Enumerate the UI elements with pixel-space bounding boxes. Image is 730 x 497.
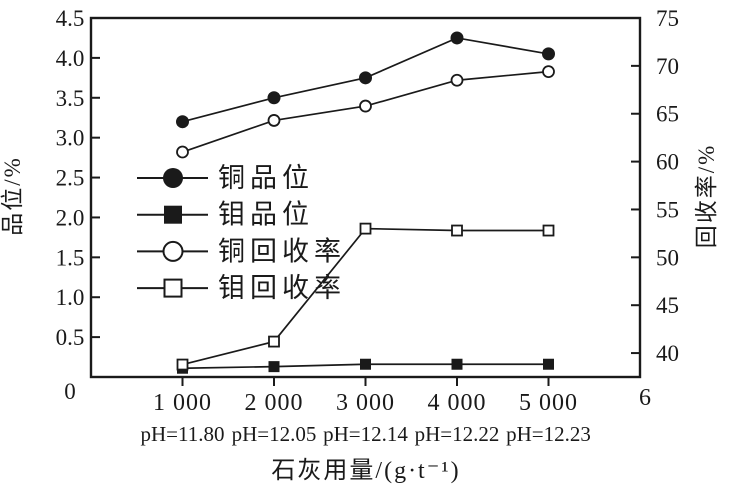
left-axis-tick-label: 3.0	[56, 126, 85, 151]
right-axis-title: 回收率/%	[694, 144, 719, 249]
legend-item-copper-recovery: 铜回收率	[137, 236, 346, 266]
legend-item-moly-grade: 钼品位	[137, 200, 314, 230]
left-axis-title: 品位/%	[0, 156, 25, 236]
left-axis-tick-label: 4.0	[56, 46, 85, 71]
x-axis-tick-label: 5 000	[519, 390, 578, 416]
right-axis-tick-label: 70	[656, 54, 679, 79]
series-moly-grade-marker	[543, 358, 554, 370]
legend-item-copper-grade: 铜品位	[137, 163, 314, 193]
left-axis-tick-label: 0	[64, 379, 76, 404]
x-axis-tick-label: 2 000	[245, 390, 304, 416]
right-axis-tick-label: 50	[656, 245, 679, 270]
series-moly-grade-marker	[360, 358, 371, 370]
series-moly-grade-marker	[268, 361, 280, 373]
series-copper-grade-marker	[176, 115, 189, 129]
left-axis-tick-label: 3.5	[56, 86, 85, 111]
legend-circle-filled-icon	[163, 168, 183, 188]
legend-item-moly-recovery: 钼回收率	[137, 273, 346, 303]
series-copper-recovery-marker	[267, 114, 281, 127]
left-axis-tick-label: 1.5	[56, 245, 85, 270]
left-axis-tick-label: 0.5	[56, 325, 85, 350]
right-axis-tick-label: 55	[656, 197, 679, 222]
x-axis-title: 石灰用量/(g·t⁻¹)	[271, 457, 460, 484]
right-axis-tick-label: 45	[656, 293, 679, 318]
series-copper-grade-marker	[542, 47, 555, 61]
ph-annotation: pH=11.80	[141, 422, 225, 446]
series-copper-grade-marker	[267, 91, 281, 105]
ph-annotation: pH=12.22	[415, 422, 500, 446]
x-axis-tick-label: 3 000	[336, 390, 395, 416]
ph-annotation: pH=12.23	[506, 422, 591, 446]
ph-annotation: pH=12.05	[232, 422, 317, 446]
series-copper-grade-marker	[450, 31, 464, 45]
series-copper-recovery-marker	[359, 99, 372, 113]
legend-square-open-icon	[163, 278, 183, 298]
series-moly-recovery-marker	[451, 224, 463, 237]
series-copper-recovery-marker	[450, 73, 464, 87]
series-copper-recovery-marker	[176, 145, 189, 159]
x-axis-end-label: 6	[639, 385, 651, 411]
x-axis-tick-label: 4 000	[428, 390, 487, 416]
legend-square-filled-icon	[164, 205, 182, 224]
left-axis-tick-label: 1.0	[56, 285, 85, 310]
series-copper-recovery-marker	[542, 65, 555, 79]
left-axis-tick-label: 4.5	[56, 6, 85, 31]
legend-label: 铜回收率	[218, 236, 346, 266]
right-axis-tick-label: 75	[656, 6, 679, 31]
right-axis-tick-label: 40	[656, 341, 679, 366]
series-moly-recovery-marker	[359, 222, 372, 235]
right-axis-tick-label: 60	[656, 150, 679, 175]
right-axis-tick-label: 65	[656, 102, 679, 127]
series-moly-recovery-marker	[176, 358, 189, 371]
series-moly-recovery-marker	[268, 335, 280, 348]
series-moly-grade-marker	[451, 358, 463, 370]
series-copper-grade-marker	[359, 71, 372, 85]
legend-label: 钼回收率	[218, 273, 346, 303]
legend-label: 铜品位	[218, 163, 314, 193]
legend-label: 钼品位	[218, 200, 314, 230]
left-axis-tick-label: 2.5	[56, 166, 85, 191]
ph-annotation: pH=12.14	[323, 422, 408, 446]
legend-circle-open-icon	[162, 240, 184, 262]
series-moly-recovery-marker	[542, 224, 555, 237]
left-axis-tick-label: 2.0	[56, 205, 85, 230]
x-axis-tick-label: 1 000	[153, 390, 212, 416]
